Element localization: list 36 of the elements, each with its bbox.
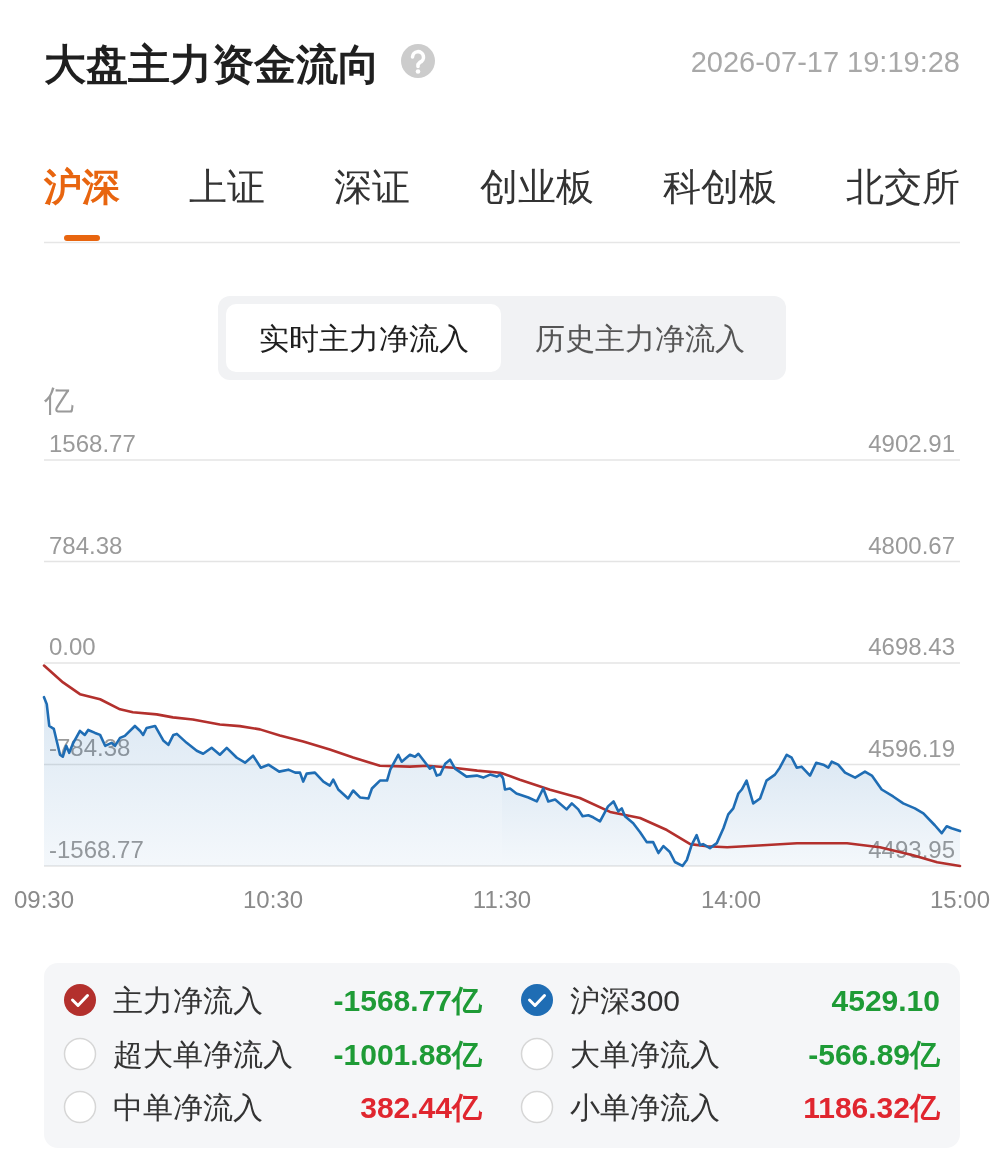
title: 大盘主力资金流向 — [44, 41, 380, 88]
legend-label: 小单净流入 — [570, 1091, 720, 1124]
y2-tick-label: 4800.67 — [868, 531, 955, 559]
tab-label: 深证 — [334, 166, 411, 208]
y-tick-label: 0.00 — [49, 633, 96, 660]
tab-label: 上证 — [189, 166, 266, 208]
legend-value: 382.44亿 — [360, 1091, 482, 1124]
x-tick-label: 14:00 — [700, 886, 762, 913]
legend-value: 1186.32亿 — [803, 1091, 940, 1124]
tab-label: 科创板 — [662, 166, 777, 208]
legend-label: 超大单净流入 — [113, 1038, 293, 1071]
y-tick-label: 1568.77 — [49, 430, 136, 457]
tab-label-active: 沪深 — [44, 166, 120, 208]
toggle-label: 实时主力净流入 — [258, 322, 469, 355]
legend-value: -566.89亿 — [808, 1038, 940, 1071]
y2-tick-label: 4698.43 — [868, 633, 955, 660]
legend-label: 沪深300 — [570, 984, 681, 1017]
y2-tick-label: 4596.19 — [868, 734, 955, 762]
legend-label: 中单净流入 — [113, 1091, 263, 1124]
x-tick-label: 10:30 — [242, 886, 304, 913]
x-tick-label: 15:00 — [929, 886, 991, 913]
y-tick-label: -1568.77 — [49, 836, 144, 863]
x-tick-label: 11:30 — [472, 886, 532, 913]
x-tick-label: 09:30 — [13, 886, 75, 913]
y-tick-label: 784.38 — [49, 531, 123, 559]
legend-label: 大单净流入 — [570, 1038, 720, 1071]
legend-value: -1568.77亿 — [333, 984, 482, 1017]
tab-label: 创业板 — [479, 166, 594, 208]
ylabel: 亿 — [44, 384, 74, 417]
subtitle: 2026-07-17 19:19:28 — [690, 46, 960, 78]
legend-value: -1001.88亿 — [333, 1038, 482, 1071]
y2-tick-label: 4902.91 — [868, 430, 955, 457]
tab-label: 北交所 — [846, 166, 960, 208]
legend-label: 主力净流入 — [113, 984, 263, 1017]
toggle-label: 历史主力净流入 — [535, 322, 745, 355]
legend-value: 4529.10 — [831, 984, 940, 1017]
